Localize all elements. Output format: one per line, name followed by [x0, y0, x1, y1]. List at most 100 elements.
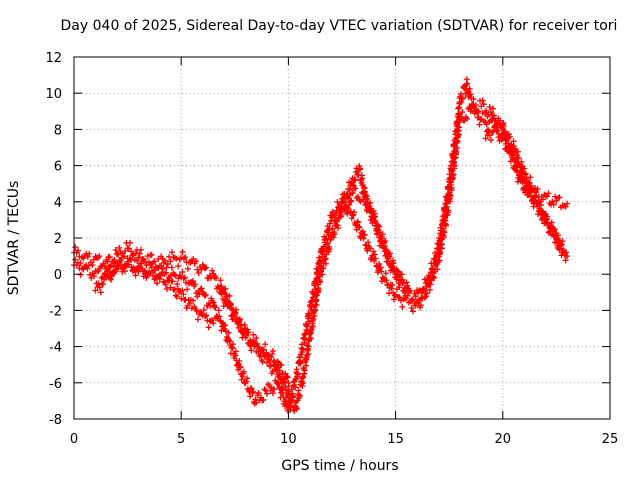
data-point	[351, 209, 358, 216]
data-point	[139, 265, 146, 272]
data-point	[505, 143, 512, 150]
data-point	[322, 260, 329, 267]
data-point	[527, 174, 534, 181]
data-point	[257, 350, 264, 357]
data-point	[138, 260, 144, 267]
y-axis-label: SDTVAR / TECUs	[6, 181, 22, 296]
data-point	[297, 392, 304, 399]
data-point	[399, 303, 406, 310]
data-point	[116, 244, 123, 251]
grid-lines	[74, 57, 610, 419]
data-point	[274, 358, 281, 365]
data-point	[388, 285, 395, 292]
data-point	[225, 329, 232, 336]
data-point	[92, 287, 99, 294]
data-point	[253, 335, 260, 342]
data-point	[84, 253, 91, 260]
y-tick-label: 6	[54, 160, 62, 175]
data-point	[470, 101, 477, 108]
data-point	[396, 294, 403, 301]
tick-labels: 0 5 10 15 20 25 -8 -6 -4 -2 0 2 4 6 8 10 12	[45, 51, 618, 447]
data-point	[365, 239, 372, 246]
data-point	[456, 124, 463, 131]
data-point	[252, 396, 259, 403]
data-point	[494, 124, 501, 131]
data-point	[247, 385, 254, 392]
data-point	[223, 297, 230, 304]
data-point	[357, 165, 364, 172]
data-point	[399, 280, 406, 287]
data-point	[423, 290, 430, 297]
data-point	[562, 257, 569, 264]
data-point	[454, 144, 461, 151]
data-point	[453, 148, 460, 155]
data-point	[383, 258, 390, 265]
data-point	[101, 262, 108, 269]
data-point	[157, 272, 164, 279]
data-point	[99, 281, 106, 288]
data-point	[464, 115, 471, 122]
data-point	[138, 246, 144, 253]
data-point	[342, 194, 349, 201]
data-point	[325, 232, 332, 239]
data-point	[227, 302, 234, 309]
data-point	[182, 254, 189, 261]
data-point	[383, 277, 390, 284]
data-point	[108, 276, 115, 283]
data-point	[156, 276, 163, 283]
data-point	[250, 388, 257, 395]
data-point	[315, 287, 322, 294]
data-point	[83, 262, 90, 269]
data-point	[380, 244, 387, 251]
data-point	[438, 245, 445, 252]
data-point	[451, 163, 458, 170]
data-point	[135, 254, 142, 261]
data-point	[356, 223, 363, 230]
data-point	[281, 378, 288, 385]
data-point	[176, 289, 183, 296]
data-point	[564, 200, 571, 207]
data-point	[518, 172, 525, 179]
data-point	[389, 282, 396, 289]
data-point	[551, 239, 558, 246]
data-point	[410, 308, 417, 315]
data-point	[192, 258, 199, 265]
series-track-e	[339, 162, 412, 294]
data-point	[198, 266, 205, 273]
x-tick-label: 20	[495, 432, 512, 447]
data-point	[315, 266, 322, 273]
y-tick-label: -8	[49, 413, 62, 428]
data-point	[247, 393, 254, 400]
data-point	[534, 203, 541, 210]
data-point	[206, 272, 213, 279]
data-point	[342, 199, 349, 206]
data-point	[476, 121, 483, 128]
data-point	[331, 218, 338, 225]
data-point	[184, 265, 191, 272]
x-axis-label: GPS time / hours	[281, 458, 398, 474]
data-point	[526, 189, 533, 196]
data-point	[299, 375, 306, 382]
data-point	[151, 267, 158, 274]
data-point	[303, 362, 310, 369]
data-point	[464, 80, 471, 87]
data-point	[552, 230, 559, 237]
x-tick-label: 15	[387, 432, 404, 447]
data-point	[300, 374, 307, 381]
data-point	[441, 229, 448, 236]
data-point	[550, 201, 557, 208]
data-point	[308, 304, 315, 311]
data-point	[287, 407, 294, 414]
data-point	[545, 190, 552, 197]
data-point	[447, 198, 454, 205]
x-tick-label: 5	[177, 432, 185, 447]
data-point	[487, 109, 494, 116]
data-point	[217, 277, 224, 284]
data-point	[186, 259, 193, 266]
y-tick-label: 0	[54, 268, 62, 283]
data-point	[193, 307, 200, 314]
data-point	[72, 244, 79, 251]
data-point	[241, 321, 248, 328]
data-points	[71, 76, 571, 414]
